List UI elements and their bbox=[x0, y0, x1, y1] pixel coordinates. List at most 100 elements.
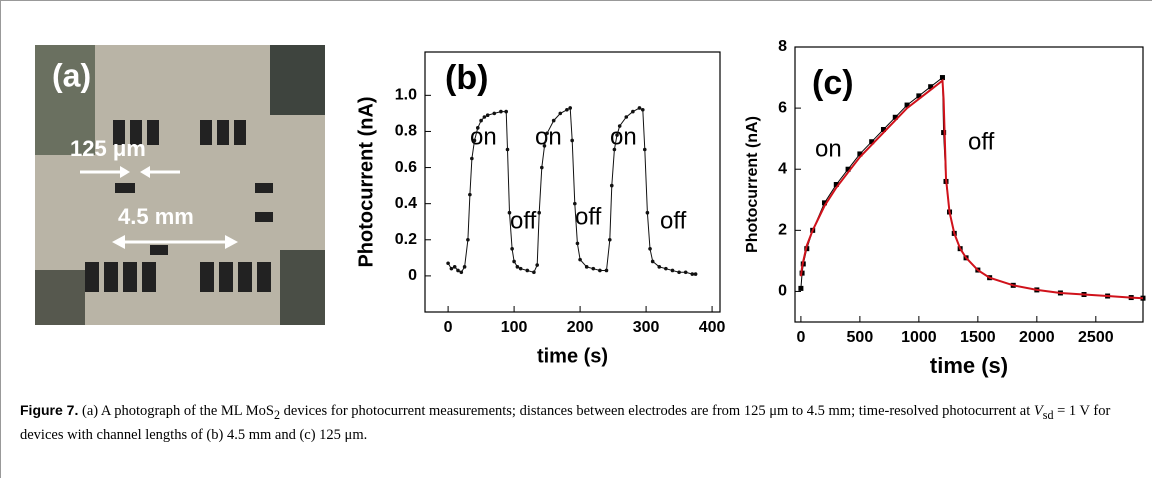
data-point bbox=[892, 114, 898, 120]
data-point bbox=[537, 210, 541, 215]
data-point bbox=[515, 265, 520, 269]
annotation: off bbox=[968, 128, 995, 155]
caption-text: devices for photocurrent measurements; d… bbox=[280, 403, 1034, 419]
data-point bbox=[575, 241, 580, 246]
x-tick-label: 2500 bbox=[1078, 329, 1114, 346]
data-point bbox=[657, 265, 662, 269]
data-point bbox=[584, 265, 589, 269]
x-tick-label: 400 bbox=[699, 319, 726, 336]
y-tick-label: 8 bbox=[778, 38, 787, 55]
y-tick-label: 6 bbox=[778, 99, 787, 116]
y-tick-label: 0.6 bbox=[395, 159, 417, 176]
data-point bbox=[642, 147, 647, 152]
data-point bbox=[604, 268, 609, 273]
y-tick-label: 0 bbox=[408, 267, 417, 284]
y-tick-label: 0.8 bbox=[395, 123, 417, 140]
dimension-label: 4.5 mm bbox=[118, 204, 194, 229]
data-point bbox=[693, 272, 698, 276]
data-point bbox=[466, 237, 470, 242]
data-point bbox=[833, 182, 839, 187]
y-axis-title: Photocurrent (nA) bbox=[355, 96, 377, 267]
x-tick-label: 1500 bbox=[960, 329, 996, 346]
data-point bbox=[612, 147, 617, 152]
data-point bbox=[857, 151, 863, 157]
data-point bbox=[645, 210, 650, 215]
data-point bbox=[609, 183, 614, 188]
data-point bbox=[482, 115, 487, 119]
data-point bbox=[690, 272, 695, 276]
annotation: on bbox=[470, 123, 497, 150]
data-point bbox=[545, 131, 549, 136]
data-point bbox=[462, 265, 467, 269]
data-point bbox=[640, 107, 645, 112]
data-point bbox=[456, 268, 460, 273]
data-point bbox=[475, 126, 480, 130]
data-point bbox=[468, 192, 472, 197]
y-tick-label: 1.0 bbox=[395, 87, 417, 104]
x-axis-title: time (s) bbox=[537, 345, 608, 367]
data-point bbox=[598, 268, 602, 273]
data-point bbox=[648, 247, 652, 251]
data-point bbox=[904, 102, 910, 108]
data-point bbox=[916, 93, 922, 99]
data-point bbox=[570, 138, 574, 143]
caption: Figure 7. (a) A photograph of the ML MoS… bbox=[20, 400, 1135, 445]
data-point bbox=[631, 109, 635, 114]
data-point bbox=[459, 270, 464, 275]
data-point bbox=[939, 75, 945, 81]
data-point bbox=[525, 268, 530, 273]
data-point bbox=[607, 237, 612, 242]
data-point bbox=[565, 107, 569, 112]
annotation: on bbox=[610, 123, 637, 150]
x-tick-label: 1000 bbox=[901, 329, 937, 346]
y-tick-label: 0.4 bbox=[395, 195, 417, 212]
data-point bbox=[452, 265, 457, 269]
data-point bbox=[798, 285, 804, 291]
data-point bbox=[615, 133, 619, 137]
data-point bbox=[880, 127, 886, 132]
caption-text: (a) A photograph of the ML MoS bbox=[78, 403, 274, 419]
data-point bbox=[512, 259, 516, 264]
x-tick-label: 0 bbox=[444, 319, 453, 336]
x-tick-label: 100 bbox=[501, 319, 528, 336]
caption-var: V bbox=[1033, 403, 1043, 419]
x-tick-label: 300 bbox=[633, 319, 660, 336]
data-point bbox=[573, 201, 577, 206]
y-tick-label: 4 bbox=[778, 160, 787, 177]
data-point bbox=[535, 263, 539, 267]
annotation: off bbox=[510, 207, 537, 234]
annotation: off bbox=[575, 203, 602, 230]
data-point bbox=[540, 165, 544, 170]
data-point bbox=[510, 247, 514, 251]
data-point bbox=[664, 266, 668, 271]
data-point bbox=[485, 113, 490, 117]
data-point bbox=[507, 210, 512, 215]
panel-label: (a) bbox=[52, 57, 91, 93]
data-point bbox=[845, 166, 851, 172]
data-point bbox=[472, 138, 477, 143]
data-point bbox=[650, 259, 655, 264]
y-tick-label: 2 bbox=[778, 222, 787, 239]
caption-sub: sd bbox=[1042, 407, 1054, 422]
data-point bbox=[446, 261, 450, 266]
y-tick-label: 0 bbox=[778, 283, 787, 300]
data-point bbox=[617, 124, 622, 128]
plot-frame bbox=[424, 51, 721, 313]
annotation: on bbox=[815, 135, 842, 162]
data-point bbox=[492, 111, 497, 116]
data-point bbox=[928, 84, 934, 90]
data-point bbox=[505, 147, 510, 152]
data-point bbox=[869, 139, 875, 145]
data-point bbox=[821, 200, 827, 206]
annotation: (b) bbox=[445, 59, 488, 97]
line bbox=[799, 78, 1144, 300]
x-tick-label: 0 bbox=[796, 329, 805, 346]
dimension-label: 125 μm bbox=[70, 136, 146, 161]
plot-frame bbox=[794, 46, 1144, 323]
photo: (a) 125 μm 4.5 mm bbox=[35, 45, 325, 325]
x-tick-label: 2000 bbox=[1019, 329, 1055, 346]
caption-label: Figure 7. bbox=[20, 402, 79, 418]
annotation: off bbox=[660, 207, 687, 234]
